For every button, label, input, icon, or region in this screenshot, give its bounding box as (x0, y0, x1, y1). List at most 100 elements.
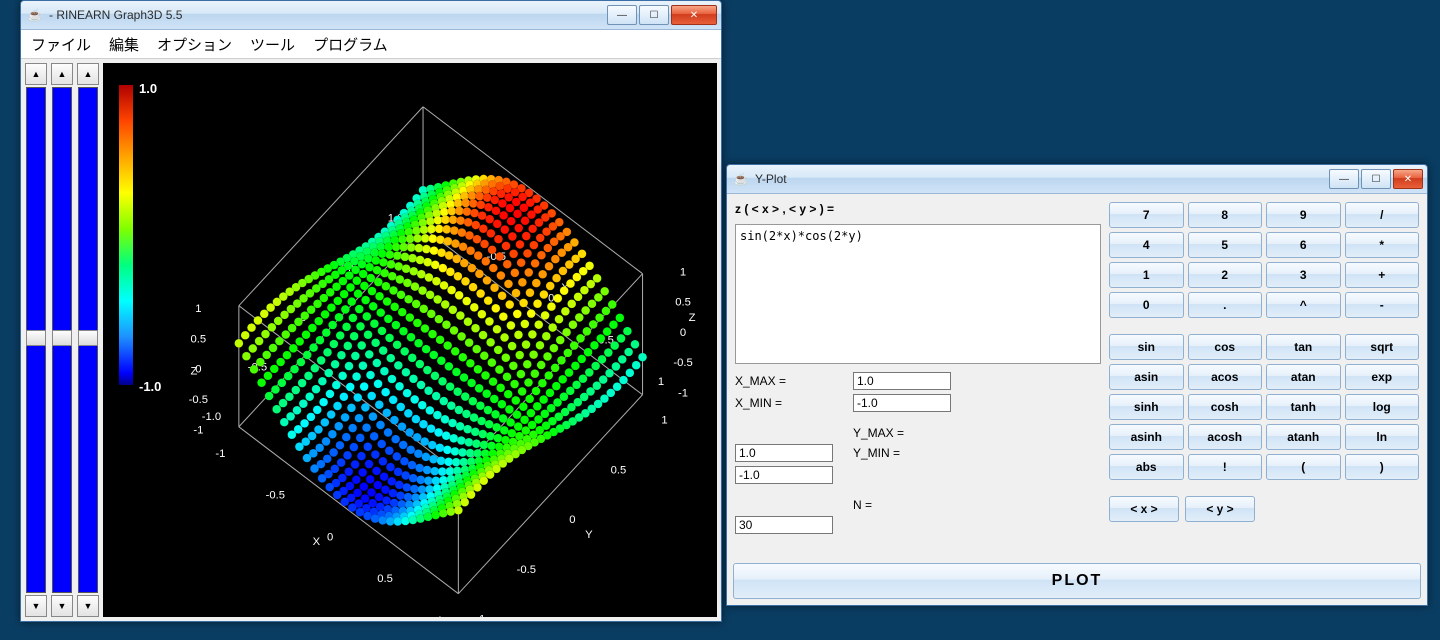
key-.[interactable]: . (1188, 292, 1263, 318)
formula-label: z ( < x > , < y > ) = (735, 202, 1101, 216)
svg-text:0.5: 0.5 (675, 297, 691, 309)
svg-text:1: 1 (195, 303, 201, 315)
svg-text:1: 1 (661, 415, 667, 427)
java-icon: ☕ (733, 171, 749, 187)
key-)[interactable]: ) (1345, 454, 1420, 480)
key-*[interactable]: * (1345, 232, 1420, 258)
colorbar-min: -1.0 (139, 379, 161, 394)
key-tan[interactable]: tan (1266, 334, 1341, 360)
key-8[interactable]: 8 (1188, 202, 1263, 228)
svg-text:Y: Y (585, 529, 593, 541)
svg-text:0: 0 (327, 531, 333, 543)
slider-down-icon[interactable]: ▼ (25, 595, 47, 617)
menu-tool[interactable]: ツール (246, 32, 299, 57)
close-button[interactable]: ✕ (671, 5, 717, 25)
menu-program[interactable]: プログラム (309, 32, 392, 57)
label-xmin: X_MIN = (735, 396, 845, 410)
key-atan[interactable]: atan (1266, 364, 1341, 390)
slider-down-icon[interactable]: ▼ (51, 595, 73, 617)
label-n: N = (853, 498, 953, 512)
formula-input[interactable] (735, 224, 1101, 364)
key--[interactable]: - (1345, 292, 1420, 318)
input-xmin[interactable] (853, 394, 951, 412)
key-2[interactable]: 2 (1188, 262, 1263, 288)
svg-text:1: 1 (658, 376, 664, 388)
slider-up-icon[interactable]: ▲ (25, 63, 47, 85)
menubar: ファイル 編集 オプション ツール プログラム (21, 30, 721, 59)
input-ymax[interactable] (735, 444, 833, 462)
key-acos[interactable]: acos (1188, 364, 1263, 390)
key-/[interactable]: / (1345, 202, 1420, 228)
key-exp[interactable]: exp (1345, 364, 1420, 390)
key-var[interactable]: < y > (1185, 496, 1255, 522)
slider-2[interactable]: ▲ ▼ (51, 63, 73, 617)
slider-3[interactable]: ▲ ▼ (77, 63, 99, 617)
yplot-titlebar[interactable]: ☕ Y-Plot — ☐ ✕ (727, 165, 1427, 194)
svg-text:-1: -1 (678, 387, 688, 399)
slider-up-icon[interactable]: ▲ (51, 63, 73, 85)
plot3d-svg: -1.0-0.500.51.0XYZYXZ-1-1-1-1-1-0.5-0.5-… (103, 63, 717, 617)
key-ln[interactable]: ln (1345, 424, 1420, 450)
key-0[interactable]: 0 (1109, 292, 1184, 318)
svg-text:-1.0: -1.0 (202, 411, 221, 423)
key-7[interactable]: 7 (1109, 202, 1184, 228)
yplot-title: Y-Plot (755, 172, 1329, 186)
svg-text:-0.5: -0.5 (189, 394, 208, 406)
slider-thumb[interactable] (52, 330, 72, 346)
slider-thumb[interactable] (26, 330, 46, 346)
key-5[interactable]: 5 (1188, 232, 1263, 258)
svg-text:-0.5: -0.5 (517, 564, 536, 576)
key-9[interactable]: 9 (1266, 202, 1341, 228)
slider-down-icon[interactable]: ▼ (77, 595, 99, 617)
svg-text:-1: -1 (215, 448, 225, 460)
input-ymin[interactable] (735, 466, 833, 484)
key-log[interactable]: log (1345, 394, 1420, 420)
key-cosh[interactable]: cosh (1188, 394, 1263, 420)
minimize-button[interactable]: — (1329, 169, 1359, 189)
key-1[interactable]: 1 (1109, 262, 1184, 288)
svg-text:0.5: 0.5 (611, 464, 627, 476)
menu-edit[interactable]: 編集 (105, 32, 143, 57)
key-cos[interactable]: cos (1188, 334, 1263, 360)
key-atanh[interactable]: atanh (1266, 424, 1341, 450)
key-^[interactable]: ^ (1266, 292, 1341, 318)
key-([interactable]: ( (1266, 454, 1341, 480)
key-asinh[interactable]: asinh (1109, 424, 1184, 450)
key-var[interactable]: < x > (1109, 496, 1179, 522)
svg-text:0: 0 (680, 327, 686, 339)
input-xmax[interactable] (853, 372, 951, 390)
key-6[interactable]: 6 (1266, 232, 1341, 258)
numpad: 789/ 456* 123+0.^- (1109, 202, 1419, 318)
key-acosh[interactable]: acosh (1188, 424, 1263, 450)
colorbar (119, 85, 133, 385)
menu-file[interactable]: ファイル (27, 32, 95, 57)
key-4[interactable]: 4 (1109, 232, 1184, 258)
input-n[interactable] (735, 516, 833, 534)
close-button[interactable]: ✕ (1393, 169, 1423, 189)
key-sin[interactable]: sin (1109, 334, 1184, 360)
maximize-button[interactable]: ☐ (639, 5, 669, 25)
key-tanh[interactable]: tanh (1266, 394, 1341, 420)
maximize-button[interactable]: ☐ (1361, 169, 1391, 189)
key-+[interactable]: + (1345, 262, 1420, 288)
slider-1[interactable]: ▲ ▼ (25, 63, 47, 617)
svg-text:0.5: 0.5 (191, 333, 207, 345)
plot3d-canvas[interactable]: 1.0 -1.0 -1.0-0.500.51.0XYZYXZ-1-1-1-1-1… (103, 63, 717, 617)
plot-button[interactable]: PLOT (733, 563, 1421, 599)
key-sinh[interactable]: sinh (1109, 394, 1184, 420)
slider-up-icon[interactable]: ▲ (77, 63, 99, 85)
key-sqrt[interactable]: sqrt (1345, 334, 1420, 360)
svg-text:0.5: 0.5 (377, 573, 393, 585)
menu-option[interactable]: オプション (153, 32, 236, 57)
key-asin[interactable]: asin (1109, 364, 1184, 390)
graph3d-titlebar[interactable]: ☕ - RINEARN Graph3D 5.5 — ☐ ✕ (21, 1, 721, 30)
minimize-button[interactable]: — (607, 5, 637, 25)
key-3[interactable]: 3 (1266, 262, 1341, 288)
slider-panel: ▲ ▼ ▲ ▼ ▲ ▼ (25, 63, 99, 617)
key-abs[interactable]: abs (1109, 454, 1184, 480)
java-icon: ☕ (27, 7, 43, 23)
svg-text:X: X (313, 536, 321, 548)
slider-thumb[interactable] (78, 330, 98, 346)
param-grid: X_MAX = X_MIN = Y_MAX = Y_MIN = N = (735, 372, 1101, 534)
key-![interactable]: ! (1188, 454, 1263, 480)
